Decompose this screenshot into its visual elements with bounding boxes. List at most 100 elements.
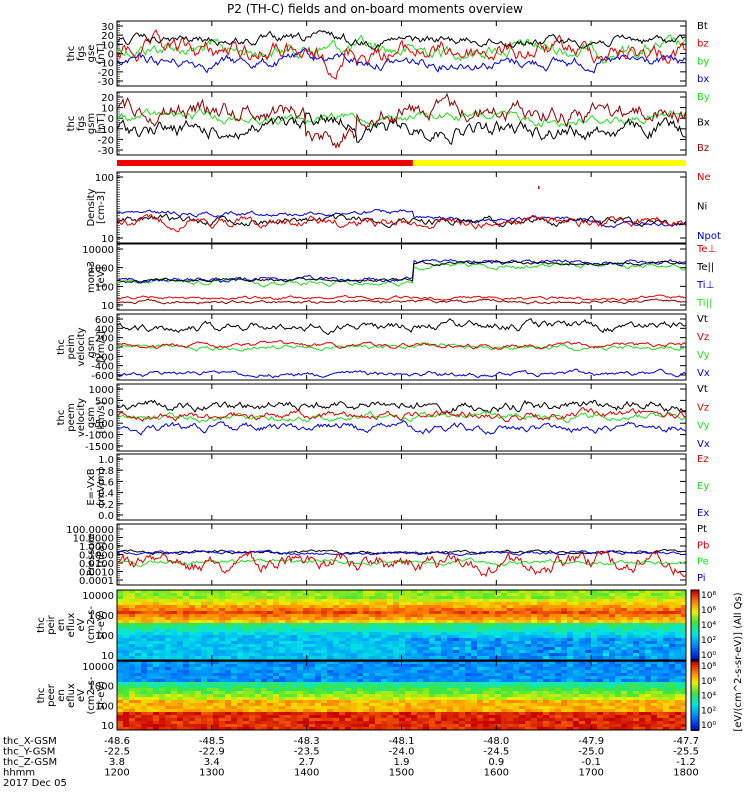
spectrogram-cell [525, 653, 531, 656]
spectrogram-cell [357, 602, 363, 605]
spectrogram-cell [375, 596, 381, 599]
spectrogram-cell [189, 605, 195, 608]
spectrogram-cell [309, 679, 315, 682]
spectrogram-cell [267, 676, 273, 679]
spectrogram-cell [159, 673, 165, 676]
spectrogram-cell [213, 647, 219, 650]
spectrogram-cell [573, 727, 579, 730]
spectrogram-cell [411, 664, 417, 667]
spectrogram-cell [621, 599, 627, 602]
spectrogram-cell [339, 721, 345, 724]
spectrogram-cell [117, 694, 123, 697]
spectrogram-cell [267, 679, 273, 682]
spectrogram-cell [291, 691, 297, 694]
spectrogram-cell [225, 697, 231, 700]
spectrogram-cell [627, 647, 633, 650]
spectrogram-cell [327, 623, 333, 626]
spectrogram-cell [303, 694, 309, 697]
spectrogram-cell [129, 650, 135, 653]
spectrogram-cell [657, 656, 663, 659]
spectrogram-cell [207, 703, 213, 706]
spectrogram-cell [387, 718, 393, 721]
spectrogram-cell [645, 647, 651, 650]
spectrogram-cell [417, 667, 423, 670]
spectrogram-cell [495, 709, 501, 712]
spectrogram-cell [555, 599, 561, 602]
spectrogram-cell [213, 614, 219, 617]
spectrogram-cell [279, 667, 285, 670]
spectrogram-cell [291, 697, 297, 700]
spectrogram-cell [411, 667, 417, 670]
spectrogram-cell [663, 632, 669, 635]
spectrogram-cell [483, 653, 489, 656]
spectrogram-cell [219, 727, 225, 730]
spectrogram-cell [135, 676, 141, 679]
spectrogram-cell [309, 673, 315, 676]
spectrogram-cell [603, 694, 609, 697]
spectrogram-cell [561, 602, 567, 605]
spectrogram-cell [357, 650, 363, 653]
spectrogram-cell [639, 608, 645, 611]
spectrogram-cell [669, 590, 675, 593]
y-axis-label-line: [mV/m] [96, 468, 107, 506]
spectrogram-cell [609, 605, 615, 608]
spectrogram-cell [273, 661, 279, 664]
spectrogram-cell [363, 590, 369, 593]
spectrogram-cell [561, 676, 567, 679]
spectrogram-cell [183, 700, 189, 703]
spectrogram-cell [303, 641, 309, 644]
spectrogram-cell [591, 706, 597, 709]
spectrogram-cell [591, 688, 597, 691]
spectrogram-cell [681, 611, 686, 614]
spectrogram-cell [549, 644, 555, 647]
spectrogram-cell [147, 727, 153, 730]
spectrogram-cell [357, 697, 363, 700]
spectrogram-cell [225, 706, 231, 709]
spectrogram-cell [279, 718, 285, 721]
spectrogram-cell [549, 629, 555, 632]
spectrogram-cell [633, 656, 639, 659]
spectrogram-cell [303, 632, 309, 635]
spectrogram-cell [327, 635, 333, 638]
spectrogram-cell [279, 691, 285, 694]
spectrogram-cell [585, 706, 591, 709]
spectrogram-cell [183, 709, 189, 712]
spectrogram-cell [531, 653, 537, 656]
spectrogram-cell [459, 694, 465, 697]
spectrogram-cell [267, 632, 273, 635]
spectrogram-cell [657, 599, 663, 602]
spectrogram-cell [483, 664, 489, 667]
spectrogram-cell [153, 647, 159, 650]
spectrogram-cell [297, 644, 303, 647]
spectrogram-cell [441, 673, 447, 676]
spectrogram-cell [135, 703, 141, 706]
spectrogram-cell [213, 605, 219, 608]
spectrogram-cell [213, 644, 219, 647]
spectrogram-cell [387, 664, 393, 667]
spectrogram-cell [519, 596, 525, 599]
spectrogram-cell [135, 694, 141, 697]
spectrogram-cell [465, 653, 471, 656]
spectrogram-cell [285, 697, 291, 700]
spectrogram-cell [669, 638, 675, 641]
spectrogram-cell [429, 706, 435, 709]
spectrogram-cell [321, 700, 327, 703]
spectrogram-cell [471, 611, 477, 614]
spectrogram-cell [351, 644, 357, 647]
spectrogram-cell [183, 647, 189, 650]
y-tick-label: 10 [101, 301, 114, 312]
spectrogram-cell [627, 608, 633, 611]
spectrogram-cell [219, 700, 225, 703]
spectrogram-cell [477, 718, 483, 721]
spectrogram-cell [561, 670, 567, 673]
spectrogram-cell [387, 727, 393, 730]
spectrogram-cell [165, 721, 171, 724]
y-tick-label: 600 [95, 315, 114, 326]
spectrogram-cell [417, 724, 423, 727]
spectrogram-cell [675, 590, 681, 593]
spectrogram-cell [423, 608, 429, 611]
spectrogram-cell [561, 664, 567, 667]
spectrogram-cell [615, 676, 621, 679]
spectrogram-cell [531, 614, 537, 617]
spectrogram-cell [285, 602, 291, 605]
